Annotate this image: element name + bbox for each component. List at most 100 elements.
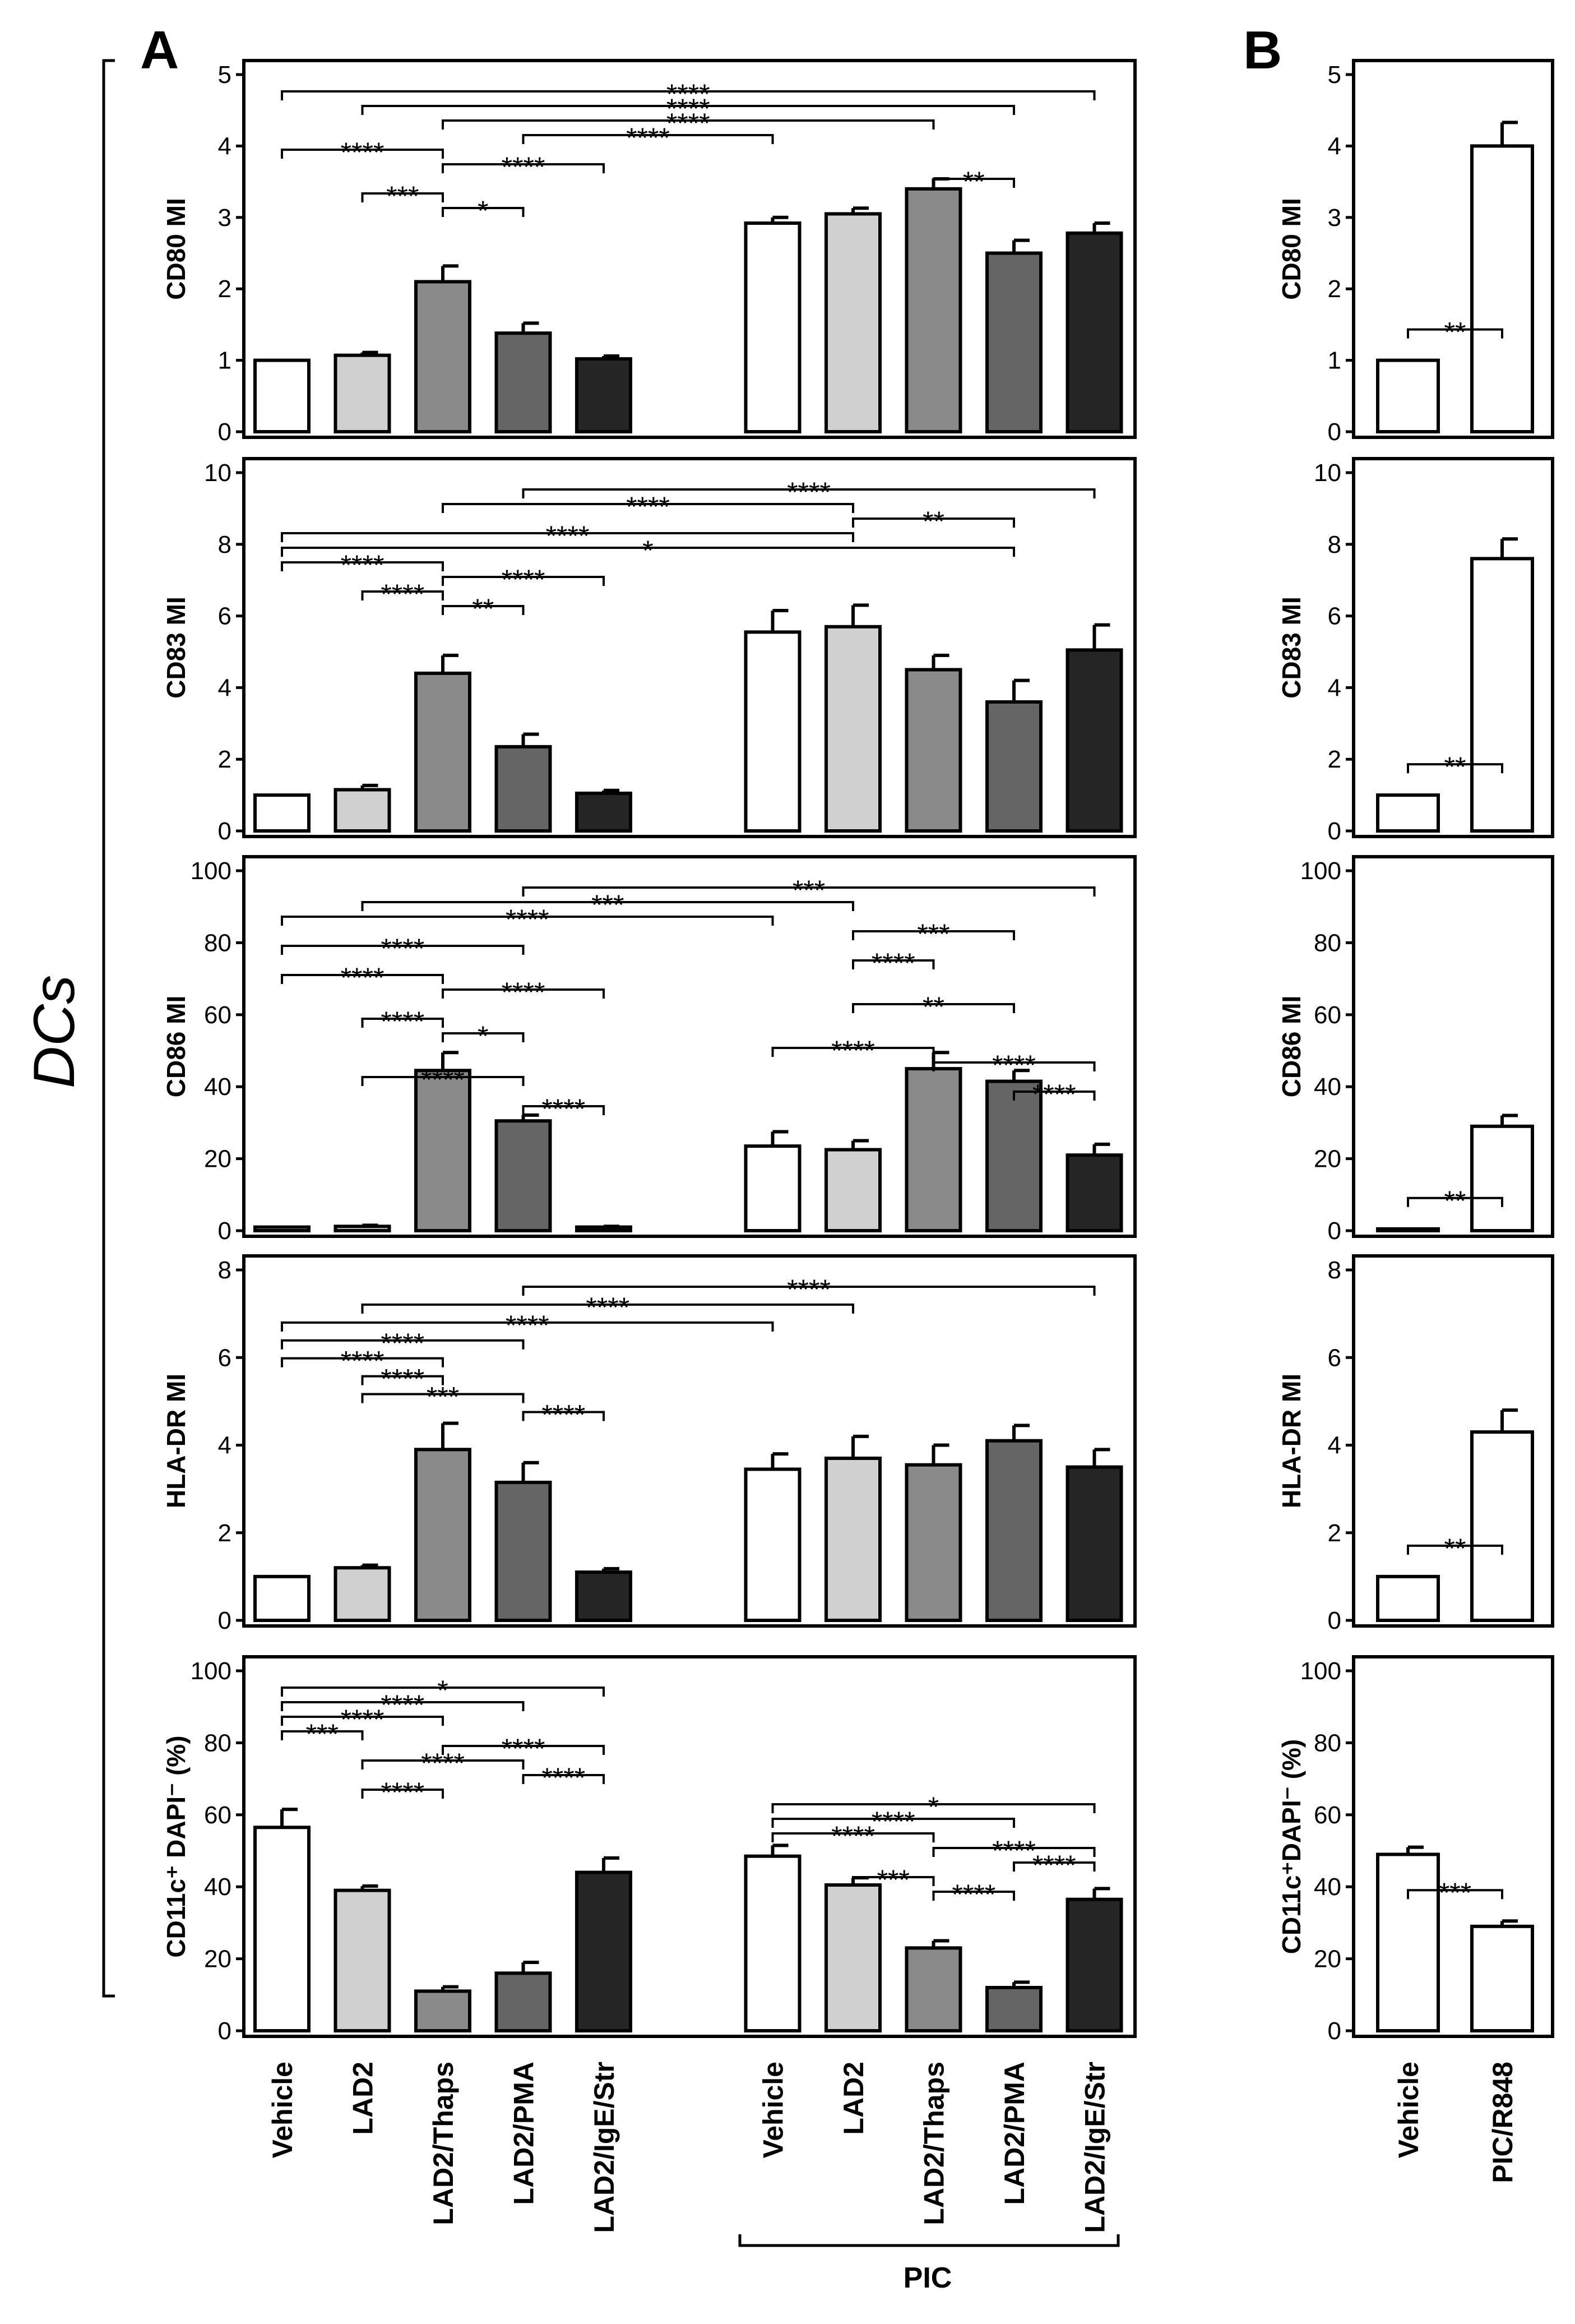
panel-b-hla-dr-mi-ytick-label: 4 (1328, 1432, 1341, 1459)
panel-a-cd86-mi-sig-bracket-13 (932, 1061, 1096, 1071)
panel-a-hla-dr-mi-bar-10-lad2-ige-str (1066, 1465, 1123, 1622)
panel-a-cd83-mi-sig-label-4: **** (546, 520, 590, 552)
panel-a-cd11c-dapi-ytick-label: 0 (218, 2017, 231, 2045)
panel-a-cd83-mi-sig-bracket-4 (281, 532, 854, 542)
panel-a-cd11c-dapi-ytick-label: 80 (204, 1729, 231, 1757)
panel-b-cd86-mi-chart: 0 20 40 60 80 100 CD86 MI ** (1277, 855, 1554, 1245)
panel-a-cd11c-dapi-bar-4-lad2-pma (494, 1971, 552, 2033)
panel-b-hla-dr-mi-frame (1352, 1254, 1554, 1628)
panel-a-xtick-label-9: LAD2/PMA (999, 2062, 1030, 2205)
panel-b-cd83-mi-ytick-label: 8 (1328, 531, 1341, 558)
panel-a-cd80-mi-sig-bracket-2 (361, 105, 1015, 115)
panel-b-hla-dr-mi-sig-bracket-1 (1407, 1544, 1503, 1555)
panel-a-cd86-mi-sig-bracket-4 (852, 930, 1015, 940)
panel-b-cd86-mi-ytick-label: 40 (1314, 1073, 1341, 1101)
panel-a-cd11c-dapi-sig-bracket-6 (361, 1759, 525, 1769)
panel-a-xtick-label-6: Vehicle (758, 2062, 789, 2158)
panel-a-cd11c-dapi-sig-label-10: **** (872, 1806, 915, 1837)
pic-group-label: PIC (904, 2262, 952, 2294)
panel-a-xtick-label-3: LAD2/Thaps (428, 2062, 459, 2225)
panel-b-cd83-mi-ytick-label: 6 (1328, 603, 1341, 630)
panel-a-cd11c-dapi-ytick-label: 100 (191, 1657, 231, 1685)
panel-a-hla-dr-mi-sig-label-2: **** (586, 1292, 629, 1323)
panel-a-cd80-mi-ytick-label: 3 (218, 204, 231, 232)
panel-a-cd86-mi-bar-9-lad2-pma (985, 1079, 1043, 1232)
panel-a-cd86-mi-ytick-label: 60 (204, 1001, 231, 1029)
panel-b-hla-dr-mi-ytick-label: 8 (1328, 1256, 1341, 1284)
panel-a-cd86-mi-sig-label-10: **** (381, 1006, 424, 1037)
panel-a-cd86-mi-sig-bracket-5 (281, 945, 525, 955)
panel-a-cd86-mi-sig-label-6: **** (872, 948, 915, 979)
panel-a-hla-dr-mi-bar-8-lad2-thaps (905, 1463, 962, 1622)
panel-a-cd11c-dapi-bar-1-vehicle (253, 1826, 311, 2033)
panel-a-xtick-label-1: Vehicle (267, 2062, 298, 2158)
panel-a-cd80-mi-sig-bracket-1 (281, 90, 1096, 100)
panel-a-hla-dr-mi-sig-bracket-3 (281, 1321, 774, 1332)
panel-b-cd83-mi-bar-2-pic-r848 (1470, 557, 1534, 833)
panel-b-cd83-mi-frame (1352, 457, 1554, 838)
panel-b-hla-dr-mi-bar-1-vehicle (1376, 1574, 1440, 1622)
panel-a-cd86-mi-ytick-label: 80 (204, 929, 231, 957)
panel-a-hla-dr-mi-sig-bracket-6 (361, 1375, 444, 1385)
panel-a-cd83-mi-sig-label-8: **** (381, 579, 424, 610)
panel-a-cd86-mi-ytick-label: 0 (218, 1217, 231, 1245)
panel-b-cd86-mi-frame (1352, 855, 1554, 1238)
panel-a-hla-dr-mi-bar-9-lad2-pma (985, 1439, 1043, 1622)
panel-a-hla-dr-mi-ytick-label: 4 (218, 1432, 231, 1459)
dcs-bracket (102, 59, 115, 1998)
panel-b-cd11c-dapi-bar-2-pic-r848 (1470, 1924, 1534, 2033)
panel-a-hla-dr-mi-ytick-label: 8 (218, 1256, 231, 1284)
panel-a-cd11c-dapi-sig-bracket-3 (281, 1716, 444, 1726)
panel-b-xtick-label-1: Vehicle (1393, 2062, 1424, 2158)
panel-a-cd11c-dapi-sig-label-11: **** (831, 1821, 875, 1852)
panel-a-cd80-mi-sig-bracket-7 (932, 178, 1015, 188)
panel-a-cd86-mi-sig-bracket-2 (361, 901, 854, 911)
panel-a-cd83-mi-sig-label-6: **** (341, 549, 385, 581)
panel-a-cd83-mi-sig-bracket-5 (281, 547, 1015, 557)
panel-a-cd11c-dapi-sig-label-14: *** (877, 1864, 910, 1896)
panel-a-cd86-mi-ytick-label: 20 (204, 1145, 231, 1173)
panel-a-cd83-mi-bar-7-lad2 (824, 625, 882, 833)
panel-a-cd80-mi-bar-2-lad2 (333, 353, 391, 433)
panel-a-cd83-mi-sig-bracket-9 (442, 605, 525, 615)
panel-b-hla-dr-mi-sig-label-1: ** (1444, 1533, 1466, 1564)
panel-a-hla-dr-mi-sig-label-7: *** (427, 1382, 459, 1413)
panel-a-cd83-mi-bar-6-vehicle (744, 630, 802, 833)
panel-a-cd80-mi-ylabel: CD80 MI (161, 198, 191, 299)
panel-b-cd83-mi-ytick-label: 0 (1328, 817, 1341, 845)
panel-a-cd83-mi-frame (242, 457, 1137, 838)
panel-a-cd11c-dapi-sig-label-15: **** (952, 1879, 995, 1910)
panel-a-hla-dr-mi-bar-2-lad2 (333, 1566, 391, 1622)
panel-b-cd80-mi-sig-bracket-1 (1407, 328, 1503, 339)
panel-a-cd80-mi-sig-label-8: *** (386, 181, 419, 212)
panel-a-cd11c-dapi-bar-8-lad2-thaps (905, 1946, 962, 2033)
pic-group-bracket (738, 2234, 1120, 2247)
panel-a-hla-dr-mi-sig-bracket-5 (281, 1357, 444, 1367)
panel-a-cd83-mi-sig-bracket-2 (442, 503, 854, 513)
panel-a-cd11c-dapi-sig-bracket-7 (522, 1774, 605, 1784)
panel-a-cd11c-dapi-sig-bracket-14 (852, 1876, 935, 1886)
panel-a-cd80-mi-sig-label-3: **** (666, 108, 710, 139)
panel-a-cd80-mi-ytick-label: 1 (218, 347, 231, 375)
panel-a-cd86-mi-sig-bracket-1 (522, 886, 1096, 897)
panel-a-cd11c-dapi-sig-bracket-1 (281, 1687, 605, 1697)
panel-a-hla-dr-mi-sig-bracket-2 (361, 1303, 854, 1314)
panel-b-cd86-mi-sig-bracket-1 (1407, 1196, 1503, 1207)
panel-a-cd11c-dapi-ylabel: CD11c⁺ DAPI⁻ (%) (161, 1735, 191, 1957)
panel-label-b: B (1243, 20, 1282, 80)
panel-a-cd86-mi-bar-4-lad2-pma (494, 1119, 552, 1232)
panel-a-cd86-mi-sig-bracket-3 (281, 916, 774, 926)
panel-a-cd86-mi-sig-label-12: **** (831, 1035, 875, 1066)
panel-a-cd80-mi-sig-bracket-4 (522, 134, 774, 144)
panel-a-cd11c-dapi-bar-5-lad2-ige-str (575, 1870, 632, 2033)
panel-a-cd80-mi-sig-label-6: **** (502, 151, 545, 183)
panel-a-cd11c-dapi-sig-label-7: **** (541, 1762, 585, 1794)
panel-a-hla-dr-mi-sig-label-1: **** (787, 1274, 831, 1305)
panel-b-cd80-mi-bar-1-vehicle (1376, 358, 1440, 433)
panel-a-cd83-mi-sig-bracket-1 (522, 488, 1096, 498)
panel-a-cd80-mi-sig-label-5: **** (341, 137, 385, 168)
panel-a-cd83-mi-ytick-label: 8 (218, 531, 231, 558)
